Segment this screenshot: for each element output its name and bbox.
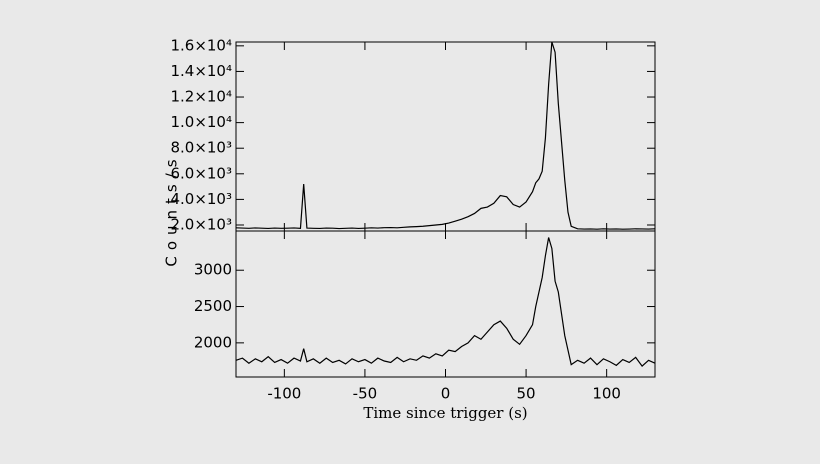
x-tick-label: 50	[517, 385, 536, 403]
y-tick-label: 1.6×10⁴	[170, 36, 232, 54]
y-tick-label: 8.0×10³	[170, 139, 232, 157]
plot-frame	[235, 41, 656, 232]
y-axis-label: Counts/s	[163, 153, 181, 266]
x-tick-label: 0	[441, 385, 451, 403]
x-tick-label: 100	[592, 385, 621, 403]
x-axis-label: Time since trigger (s)	[363, 404, 527, 422]
light-curve	[235, 237, 656, 367]
y-tick-label: 6.0×10³	[170, 164, 232, 182]
y-tick-label: 2000	[194, 333, 232, 351]
x-tick-label: -100	[267, 385, 301, 403]
y-tick-label: 2500	[194, 297, 232, 315]
x-tick-label: -50	[353, 385, 378, 403]
y-tick-label: 3000	[194, 261, 232, 279]
y-tick-label: 1.0×10⁴	[170, 113, 232, 131]
light-curve	[235, 41, 656, 230]
y-tick-label: 4.0×10³	[170, 190, 232, 208]
y-tick-label: 1.2×10⁴	[170, 88, 232, 106]
y-tick-label: 1.4×10⁴	[170, 62, 232, 80]
y-tick-label: 2.0×10³	[170, 215, 232, 233]
plot-frame	[235, 230, 656, 378]
